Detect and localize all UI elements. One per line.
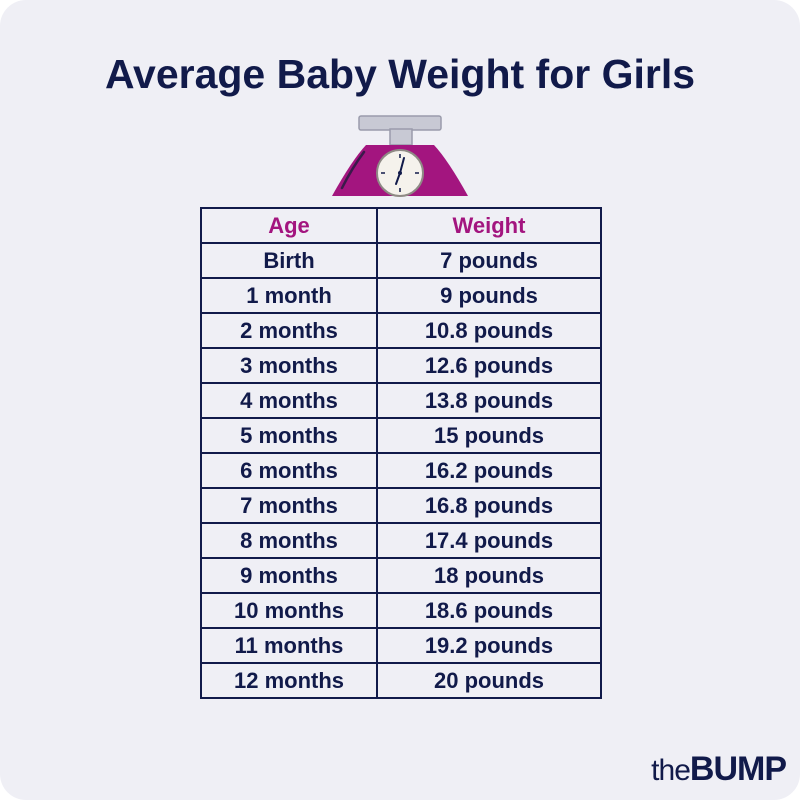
weight-cell: 7 pounds xyxy=(376,242,602,279)
brand-prefix: the xyxy=(651,754,691,787)
page-title: Average Baby Weight for Girls xyxy=(104,51,696,97)
weight-cell: 19.2 pounds xyxy=(376,627,602,664)
table-row: 7 months 16.8 pounds xyxy=(200,487,602,524)
weight-cell: 16.8 pounds xyxy=(376,487,602,524)
age-cell: 7 months xyxy=(200,487,378,524)
table-row: 6 months 16.2 pounds xyxy=(200,452,602,489)
table-row: Birth 7 pounds xyxy=(200,242,602,279)
brand-name: BUMP xyxy=(689,750,787,788)
age-cell: 6 months xyxy=(200,452,378,489)
weight-cell: 15 pounds xyxy=(376,417,602,454)
table-row: 9 months 18 pounds xyxy=(200,557,602,594)
age-cell: 2 months xyxy=(200,312,378,349)
age-cell: 8 months xyxy=(200,522,378,559)
baby-scale-icon xyxy=(332,115,468,197)
table-row: 10 months 18.6 pounds xyxy=(200,592,602,629)
age-cell: 1 month xyxy=(200,277,378,314)
age-cell: 10 months xyxy=(200,592,378,629)
table-row: 1 month 9 pounds xyxy=(200,277,602,314)
weight-cell: 10.8 pounds xyxy=(376,312,602,349)
age-cell: 12 months xyxy=(200,662,378,699)
weight-cell: 17.4 pounds xyxy=(376,522,602,559)
brand-logo: theBUMP xyxy=(651,749,787,796)
age-cell: 4 months xyxy=(200,382,378,419)
table-row: 8 months 17.4 pounds xyxy=(200,522,602,559)
age-cell: 11 months xyxy=(200,627,378,664)
weight-cell: 20 pounds xyxy=(376,662,602,699)
weight-cell: 16.2 pounds xyxy=(376,452,602,489)
table-row: 12 months 20 pounds xyxy=(200,662,602,699)
weight-cell: 9 pounds xyxy=(376,277,602,314)
age-cell: 9 months xyxy=(200,557,378,594)
table-row: 11 months 19.2 pounds xyxy=(200,627,602,664)
age-cell: Birth xyxy=(200,242,378,279)
age-cell: 3 months xyxy=(200,347,378,384)
table-row: 5 months 15 pounds xyxy=(200,417,602,454)
weight-table: Age Weight Birth 7 pounds 1 month 9 poun… xyxy=(200,207,602,699)
table-header-row: Age Weight xyxy=(200,207,602,244)
age-cell: 5 months xyxy=(200,417,378,454)
age-column-header: Age xyxy=(200,207,378,244)
table-row: 2 months 10.8 pounds xyxy=(200,312,602,349)
table-row: 4 months 13.8 pounds xyxy=(200,382,602,419)
weight-cell: 18.6 pounds xyxy=(376,592,602,629)
weight-column-header: Weight xyxy=(376,207,602,244)
weight-cell: 13.8 pounds xyxy=(376,382,602,419)
weight-cell: 18 pounds xyxy=(376,557,602,594)
table-row: 3 months 12.6 pounds xyxy=(200,347,602,384)
weight-cell: 12.6 pounds xyxy=(376,347,602,384)
